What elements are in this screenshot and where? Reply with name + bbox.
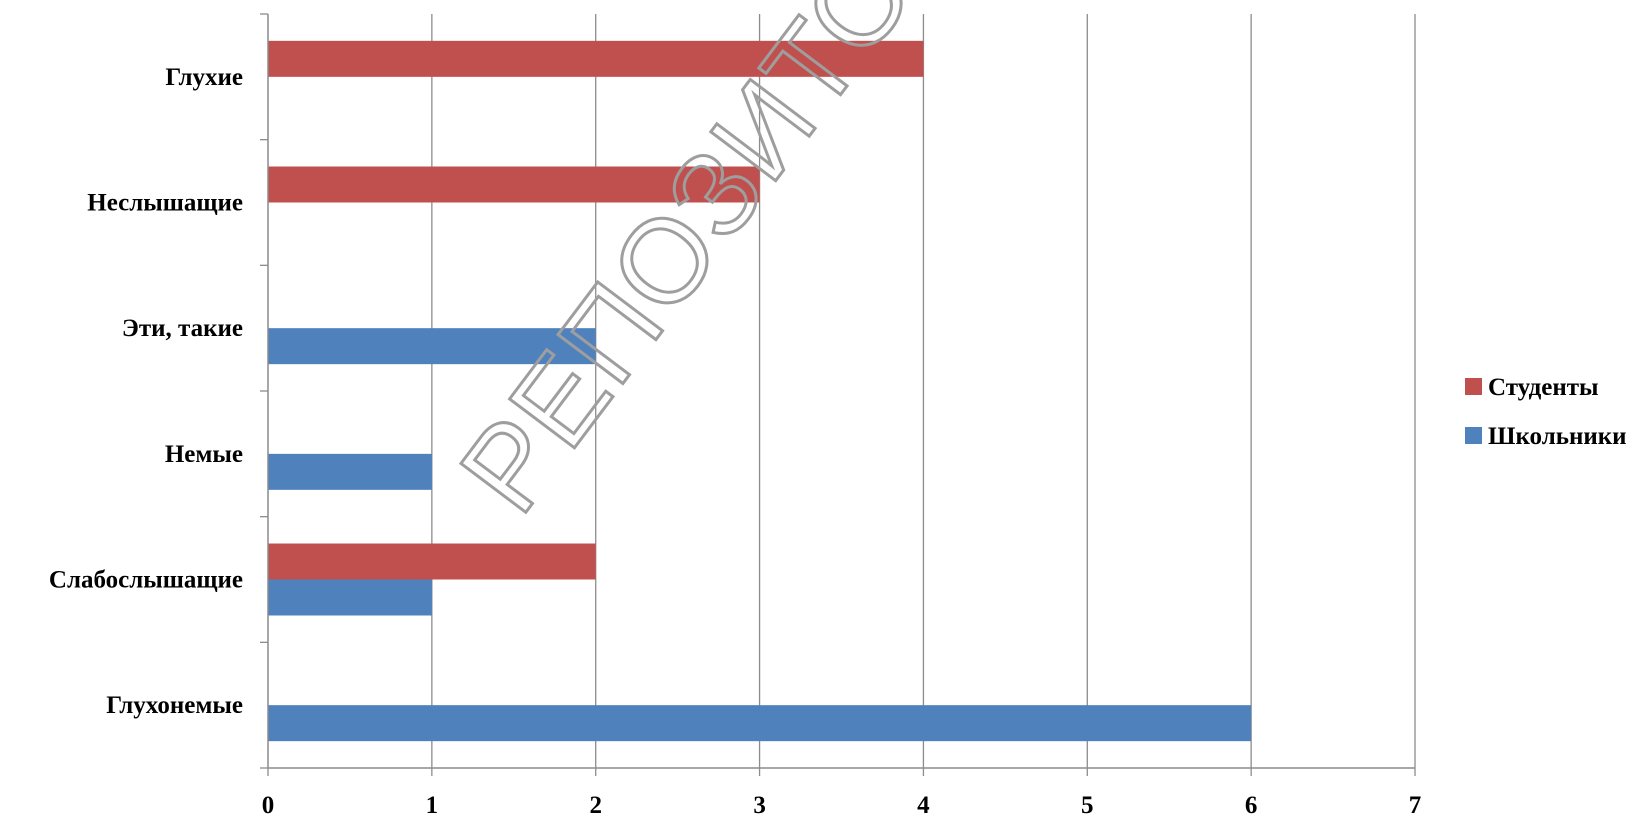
category-label: Глухонемые bbox=[106, 692, 243, 719]
x-tick-label: 4 bbox=[917, 792, 930, 817]
category-label: Слабослышащие bbox=[49, 567, 243, 594]
legend: Студенты Школьники bbox=[1465, 374, 1627, 450]
bar-Школьники bbox=[268, 705, 1252, 742]
x-tick-label: 0 bbox=[262, 792, 275, 817]
bar-Студенты bbox=[268, 543, 596, 580]
legend-swatch bbox=[1465, 378, 1482, 395]
category-labels: Глухонемые Слабослышащие Немые Эти, такие Не… bbox=[49, 64, 243, 719]
legend-label: Студенты bbox=[1488, 374, 1599, 401]
bar-Школьники bbox=[268, 328, 596, 365]
bar-Школьники bbox=[268, 453, 432, 490]
axes bbox=[260, 13, 1416, 776]
category-label: Эти, такие bbox=[122, 315, 243, 342]
x-tick-label: 6 bbox=[1245, 792, 1258, 817]
x-tick-label: 1 bbox=[426, 792, 439, 817]
legend-swatch bbox=[1465, 427, 1482, 444]
x-tick-label: 2 bbox=[589, 792, 602, 817]
category-label: Неслышащие bbox=[87, 190, 243, 217]
bar-Студенты bbox=[268, 166, 760, 203]
bars bbox=[268, 40, 1252, 742]
bar-Школьники bbox=[268, 579, 432, 616]
x-tick-labels: 0 1 2 3 4 5 6 7 bbox=[262, 792, 1422, 817]
category-label: Глухие bbox=[165, 64, 243, 91]
bar-Студенты bbox=[268, 40, 924, 77]
watermark: РЕПОЗИТОРИЙ БГПУ bbox=[434, 0, 1301, 536]
x-tick-label: 3 bbox=[753, 792, 766, 817]
legend-label: Школьники bbox=[1488, 423, 1627, 450]
category-label: Немые bbox=[165, 441, 243, 468]
x-tick-label: 5 bbox=[1081, 792, 1094, 817]
x-tick-label: 7 bbox=[1409, 792, 1422, 817]
gridlines bbox=[431, 14, 1416, 768]
